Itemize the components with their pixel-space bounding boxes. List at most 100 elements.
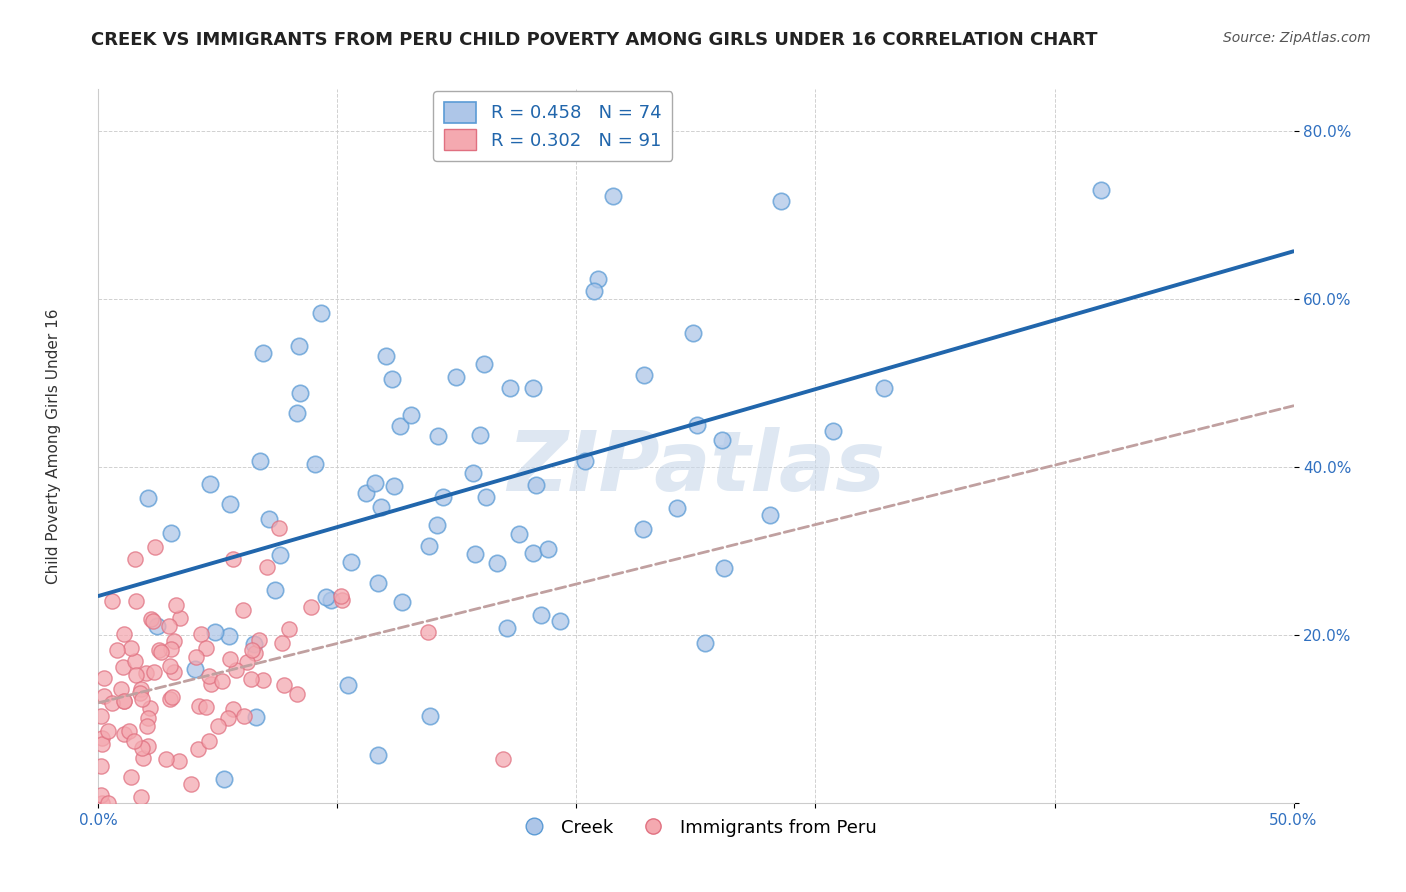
Point bbox=[499, 381, 522, 395]
Point bbox=[180, 777, 202, 791]
Point bbox=[256, 560, 278, 574]
Point bbox=[90, 731, 112, 746]
Point bbox=[418, 539, 440, 553]
Point bbox=[586, 272, 609, 286]
Point bbox=[370, 500, 392, 515]
Point bbox=[249, 454, 271, 468]
Point bbox=[112, 627, 135, 641]
Point bbox=[120, 640, 142, 655]
Point bbox=[132, 750, 155, 764]
Point bbox=[90, 758, 112, 772]
Point bbox=[285, 686, 308, 700]
Point bbox=[101, 594, 124, 608]
Point bbox=[492, 752, 515, 766]
Point bbox=[686, 418, 709, 433]
Point bbox=[285, 406, 308, 420]
Point bbox=[485, 557, 508, 571]
Point bbox=[269, 548, 291, 562]
Legend: Creek, Immigrants from Peru: Creek, Immigrants from Peru bbox=[509, 812, 883, 844]
Point bbox=[526, 478, 548, 492]
Point bbox=[90, 708, 112, 723]
Point bbox=[873, 381, 896, 395]
Point bbox=[198, 477, 221, 491]
Point bbox=[522, 546, 544, 560]
Point bbox=[426, 518, 449, 533]
Point bbox=[375, 349, 398, 363]
Point bbox=[602, 189, 624, 203]
Point bbox=[219, 652, 242, 666]
Text: Child Poverty Among Girls Under 16: Child Poverty Among Girls Under 16 bbox=[46, 309, 60, 583]
Point bbox=[167, 754, 190, 768]
Point bbox=[426, 429, 449, 443]
Point bbox=[339, 555, 361, 569]
Point bbox=[112, 694, 135, 708]
Point bbox=[124, 593, 146, 607]
Point bbox=[110, 681, 132, 696]
Point bbox=[243, 637, 266, 651]
Point bbox=[204, 624, 226, 639]
Point bbox=[214, 772, 236, 786]
Point bbox=[136, 491, 159, 505]
Point bbox=[418, 625, 440, 640]
Point bbox=[444, 370, 467, 384]
Point bbox=[633, 368, 655, 383]
Point bbox=[693, 636, 716, 650]
Point bbox=[159, 692, 181, 706]
Point bbox=[218, 498, 240, 512]
Point bbox=[299, 600, 322, 615]
Point bbox=[142, 614, 165, 628]
Point bbox=[247, 632, 270, 647]
Point bbox=[188, 699, 211, 714]
Point bbox=[432, 491, 454, 505]
Point bbox=[90, 796, 112, 810]
Point bbox=[273, 678, 295, 692]
Point bbox=[90, 788, 112, 802]
Point bbox=[217, 710, 239, 724]
Point bbox=[710, 433, 733, 447]
Point bbox=[682, 326, 704, 340]
Point bbox=[496, 621, 519, 635]
Point bbox=[187, 742, 209, 756]
Point bbox=[91, 737, 114, 751]
Point bbox=[131, 692, 153, 706]
Point bbox=[401, 408, 423, 422]
Point bbox=[287, 339, 309, 353]
Point bbox=[548, 614, 571, 628]
Point bbox=[583, 284, 606, 298]
Point bbox=[367, 576, 389, 591]
Point bbox=[125, 668, 148, 682]
Point bbox=[233, 709, 256, 723]
Point bbox=[157, 619, 180, 633]
Point bbox=[112, 694, 135, 708]
Point bbox=[141, 612, 163, 626]
Point bbox=[337, 678, 360, 692]
Point bbox=[665, 501, 688, 516]
Point bbox=[257, 512, 280, 526]
Point bbox=[93, 689, 115, 703]
Point bbox=[194, 700, 217, 714]
Point bbox=[128, 685, 150, 699]
Point bbox=[184, 662, 207, 676]
Point bbox=[169, 611, 191, 625]
Point bbox=[235, 656, 257, 670]
Point bbox=[290, 385, 312, 400]
Point bbox=[391, 595, 413, 609]
Point bbox=[97, 796, 120, 810]
Text: Source: ZipAtlas.com: Source: ZipAtlas.com bbox=[1223, 31, 1371, 45]
Point bbox=[163, 634, 186, 648]
Point bbox=[1090, 183, 1112, 197]
Point bbox=[382, 479, 405, 493]
Point bbox=[245, 710, 267, 724]
Point bbox=[332, 593, 354, 607]
Point bbox=[367, 747, 389, 762]
Point bbox=[112, 727, 135, 741]
Point bbox=[93, 671, 115, 685]
Point bbox=[139, 701, 162, 715]
Point bbox=[232, 603, 254, 617]
Point bbox=[160, 690, 183, 705]
Point bbox=[131, 740, 153, 755]
Point bbox=[222, 702, 245, 716]
Point bbox=[118, 724, 141, 739]
Point bbox=[136, 711, 159, 725]
Point bbox=[364, 476, 387, 491]
